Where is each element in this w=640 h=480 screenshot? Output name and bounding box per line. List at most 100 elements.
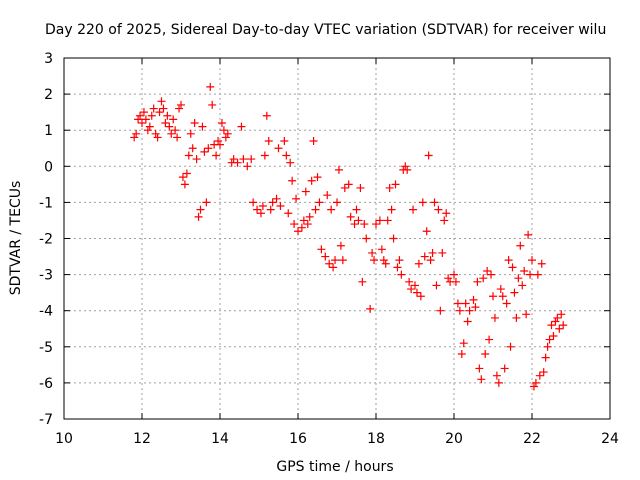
data-point [459,339,468,348]
data-point [414,259,423,268]
data-point [256,209,265,218]
data-point [471,303,480,312]
data-point [479,274,488,283]
data-point [175,104,184,113]
x-tick-label: 20 [445,431,463,447]
data-point [455,306,464,315]
x-tick-label: 14 [211,431,229,447]
data-point [541,353,550,362]
data-point [450,270,458,279]
data-point [346,212,355,221]
data-point [485,335,494,344]
data-point [350,220,359,229]
data-point [469,295,478,304]
data-point [221,133,230,142]
data-point [233,158,242,167]
data-point [196,205,205,214]
data-point [290,220,299,229]
data-point [136,111,145,120]
data-point [266,205,275,214]
data-point [531,378,540,387]
data-point [340,183,349,192]
data-point [202,198,211,207]
data-point [204,144,213,153]
x-tick-label: 24 [601,431,619,447]
data-point [360,220,369,229]
data-point [465,306,474,315]
grid-lines [64,58,610,419]
data-point [492,371,501,380]
data-point [163,111,172,120]
data-point [216,140,224,149]
data-point [475,364,484,373]
data-point [262,111,271,120]
x-tick-label: 12 [133,431,151,447]
data-point [352,205,361,214]
data-point [518,281,527,290]
data-point [134,115,143,124]
data-point [508,263,517,272]
data-point [188,144,197,153]
data-point [498,292,507,301]
data-point [219,126,228,135]
data-point [311,205,320,214]
data-point [387,205,396,214]
data-point [539,368,548,377]
data-point [194,212,203,221]
data-point [132,129,141,138]
data-point [206,82,215,91]
data-point [139,108,148,117]
data-point [416,292,425,301]
data-point [151,129,160,138]
data-point [141,115,150,124]
data-point [420,252,429,261]
data-point [161,118,170,127]
data-point [313,173,322,182]
data-point [428,248,437,257]
data-point [537,259,546,268]
data-point [395,256,404,265]
data-point [309,137,318,146]
data-point [409,205,418,214]
data-point [424,151,433,160]
data-point [138,118,146,127]
data-point [551,317,560,326]
data-point [229,155,238,164]
data-point [487,270,496,279]
data-point [504,256,513,265]
data-point [426,256,435,265]
y-tick-label: -7 [39,412,53,428]
data-point [282,151,291,160]
data-point [344,180,353,189]
data-point [268,198,277,207]
data-point [212,151,221,160]
data-point [280,137,289,146]
data-point [182,169,191,178]
data-point [524,230,533,239]
data-point [520,266,529,275]
y-axis-label: SDTVAR / TECUs [8,181,24,296]
y-tick-label: -2 [39,232,53,248]
data-point [243,162,252,171]
data-point [329,263,338,272]
x-tick-label: 22 [523,431,541,447]
data-point [167,129,176,138]
y-tick-label: -5 [39,340,53,356]
x-axis-label: GPS time / hours [276,459,393,475]
data-point [217,118,226,127]
data-point [451,277,460,286]
data-point [143,126,152,135]
data-point [477,375,486,384]
data-point [292,194,301,203]
data-point [422,227,431,236]
data-point [528,256,536,265]
data-point [208,100,217,109]
data-point [177,100,185,109]
data-point [533,270,542,279]
data-point [130,133,139,142]
data-point [403,165,412,174]
data-point [407,285,416,294]
x-tick-label: 10 [55,431,73,447]
data-point [299,216,308,225]
